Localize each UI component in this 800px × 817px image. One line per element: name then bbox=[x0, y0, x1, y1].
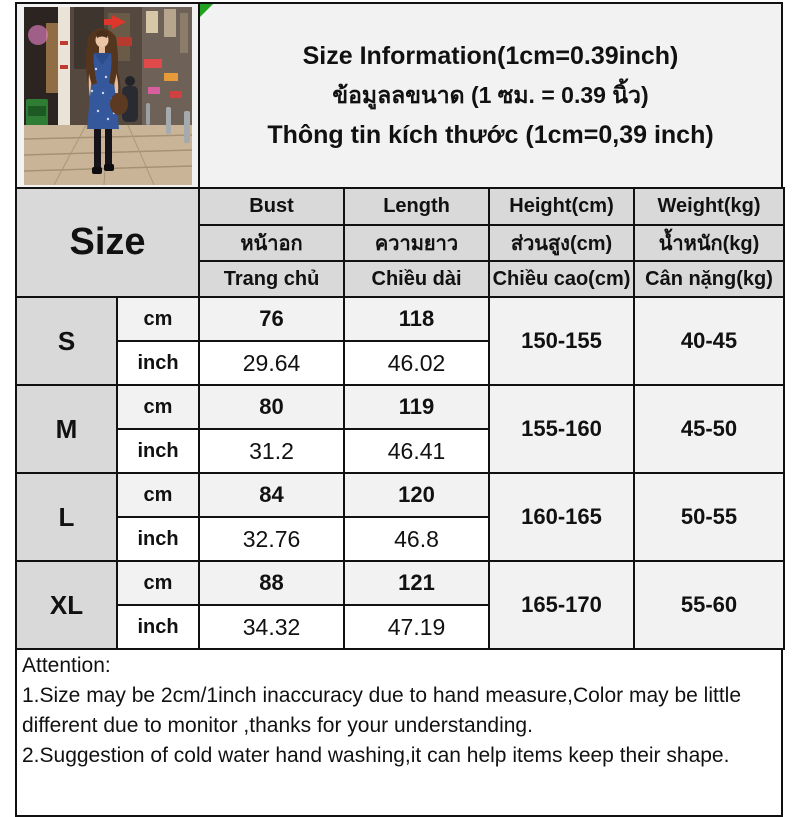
size-label-xl: XL bbox=[15, 560, 118, 650]
length-inch-s: 46.02 bbox=[343, 340, 491, 386]
title-cell: Size Information(1cm=0.39inch) ข้อมูลลขน… bbox=[200, 4, 781, 187]
col-header-length-en: Length bbox=[343, 187, 491, 226]
col-header-bust-en: Bust bbox=[198, 187, 346, 226]
bust-inch-l: 32.76 bbox=[198, 516, 346, 562]
attention-note-1: 1.Size may be 2cm/1inch inaccuracy due t… bbox=[22, 684, 742, 738]
unit-inch-l: inch bbox=[115, 516, 201, 562]
product-photo-cell bbox=[17, 4, 200, 187]
height-range-xl: 165-170 bbox=[488, 560, 636, 650]
title-line-en: Size Information(1cm=0.39inch) bbox=[302, 41, 679, 70]
weight-range-xl: 55-60 bbox=[633, 560, 786, 650]
top-row: Size Information(1cm=0.39inch) ข้อมูลลขน… bbox=[15, 2, 783, 187]
length-inch-xl: 47.19 bbox=[343, 604, 491, 650]
green-corner-marker bbox=[200, 4, 213, 17]
unit-cm-xl: cm bbox=[115, 560, 201, 606]
title-line-th: ข้อมูลลขนาด (1 ซม. = 0.39 นิ้ว) bbox=[332, 81, 649, 108]
bust-inch-s: 29.64 bbox=[198, 340, 346, 386]
product-photo bbox=[23, 6, 192, 185]
col-header-height-th: ส่วนสูง(cm) bbox=[488, 224, 636, 262]
col-header-weight-th: น้ำหนัก(kg) bbox=[633, 224, 786, 262]
length-inch-l: 46.8 bbox=[343, 516, 491, 562]
weight-range-s: 40-45 bbox=[633, 296, 786, 386]
attention-box: Attention: 1.Size may be 2cm/1inch inacc… bbox=[15, 650, 783, 817]
bust-inch-m: 31.2 bbox=[198, 428, 346, 474]
length-cm-l: 120 bbox=[343, 472, 491, 518]
col-header-weight-vi: Cân nặng(kg) bbox=[633, 260, 786, 298]
bust-cm-l: 84 bbox=[198, 472, 346, 518]
height-range-s: 150-155 bbox=[488, 296, 636, 386]
size-label-m: M bbox=[15, 384, 118, 474]
length-inch-m: 46.41 bbox=[343, 428, 491, 474]
col-header-bust-th: หน้าอก bbox=[198, 224, 346, 262]
unit-cm-l: cm bbox=[115, 472, 201, 518]
col-header-length-vi: Chiều dài bbox=[343, 260, 491, 298]
col-header-height-vi: Chiều cao(cm) bbox=[488, 260, 636, 298]
size-label-l: L bbox=[15, 472, 118, 562]
length-cm-m: 119 bbox=[343, 384, 491, 430]
col-header-length-th: ความยาว bbox=[343, 224, 491, 262]
col-header-weight-en: Weight(kg) bbox=[633, 187, 786, 226]
weight-range-l: 50-55 bbox=[633, 472, 786, 562]
size-corner-header: Size bbox=[14, 187, 201, 298]
height-range-l: 160-165 bbox=[488, 472, 636, 562]
length-cm-s: 118 bbox=[343, 296, 491, 342]
size-chart-sheet: Size Information(1cm=0.39inch) ข้อมูลลขน… bbox=[14, 2, 786, 817]
size-label-s: S bbox=[15, 296, 118, 386]
unit-inch-s: inch bbox=[115, 340, 201, 386]
title-line-vi: Thông tin kích thước (1cm=0,39 inch) bbox=[267, 120, 714, 149]
attention-note-2: 2.Suggestion of cold water hand washing,… bbox=[22, 744, 730, 768]
unit-inch-m: inch bbox=[115, 428, 201, 474]
unit-inch-xl: inch bbox=[115, 604, 201, 650]
col-header-bust-vi: Trang chủ bbox=[198, 260, 346, 298]
size-table: Size Bust Length Height(cm) Weight(kg) ห… bbox=[14, 187, 786, 650]
weight-range-m: 45-50 bbox=[633, 384, 786, 474]
unit-cm-s: cm bbox=[115, 296, 201, 342]
bust-cm-s: 76 bbox=[198, 296, 346, 342]
height-range-m: 155-160 bbox=[488, 384, 636, 474]
length-cm-xl: 121 bbox=[343, 560, 491, 606]
col-header-height-en: Height(cm) bbox=[488, 187, 636, 226]
unit-cm-m: cm bbox=[115, 384, 201, 430]
attention-heading: Attention: bbox=[22, 654, 111, 677]
bust-cm-xl: 88 bbox=[198, 560, 346, 606]
bust-inch-xl: 34.32 bbox=[198, 604, 346, 650]
bust-cm-m: 80 bbox=[198, 384, 346, 430]
